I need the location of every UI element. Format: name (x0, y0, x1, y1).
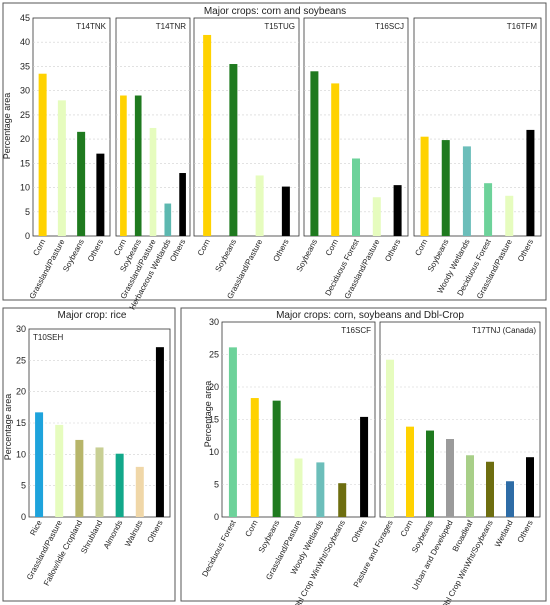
bar (57, 100, 66, 236)
y-tick-label: 25 (16, 355, 26, 365)
bar (149, 127, 157, 236)
bar (134, 95, 142, 236)
y-tick-label: 10 (16, 449, 26, 459)
panel-top-title: Major crops: corn and soybeans (204, 6, 346, 17)
panel-dbl-title: Major crops: corn, soybeans and Dbl-Crop (276, 310, 464, 321)
chart-title: T15TUG (264, 22, 295, 31)
bar (281, 186, 290, 236)
bar (155, 347, 164, 517)
bar (38, 73, 47, 236)
bar (294, 458, 303, 517)
y-tick-label: 20 (20, 134, 30, 144)
bar (35, 412, 44, 517)
bar (75, 439, 84, 517)
bar (505, 195, 514, 236)
chart-title: T16SCJ (375, 22, 404, 31)
bar (486, 461, 494, 517)
bar (526, 457, 534, 517)
y-tick-label: 5 (25, 207, 30, 217)
bar (338, 483, 347, 517)
bar (526, 129, 535, 236)
bar (228, 347, 237, 517)
bar (250, 398, 259, 517)
bar (115, 453, 124, 517)
bar (360, 416, 369, 517)
chart-title: T16TFM (507, 22, 538, 31)
bar (484, 183, 493, 236)
bar (164, 203, 172, 236)
y-tick-label: 40 (20, 37, 30, 47)
bar (316, 462, 325, 517)
plot-frame (413, 17, 542, 237)
bar (120, 95, 127, 236)
y-tick-label: 35 (20, 61, 30, 71)
bar (406, 426, 414, 517)
y-tick-label: 15 (209, 415, 219, 425)
bar (55, 424, 64, 517)
y-tick-label: 30 (20, 86, 30, 96)
y-tick-label: 25 (20, 110, 30, 120)
y-tick-label: 30 (209, 317, 219, 327)
bar (331, 83, 340, 237)
bar (506, 481, 514, 517)
chart-title: T14TNK (76, 22, 106, 31)
bar (95, 447, 104, 517)
y-tick-label: 0 (214, 512, 219, 522)
bar (441, 140, 450, 236)
y-tick-label: 25 (209, 350, 219, 360)
y-tick-label: 20 (16, 387, 26, 397)
panel-rice-frame (2, 307, 176, 602)
bar (77, 131, 86, 236)
y-tick-label: 10 (20, 183, 30, 193)
panel-top-frame (2, 2, 547, 301)
y-tick-label: 45 (20, 13, 30, 23)
bar (135, 466, 144, 517)
panel-rice-title: Major crop: rice (58, 310, 127, 321)
bar (352, 158, 360, 236)
plot-frame (32, 17, 111, 237)
bar (420, 136, 429, 236)
plot-frame (193, 17, 300, 237)
bar (393, 185, 402, 236)
bar (372, 197, 381, 236)
bar (446, 439, 454, 517)
bar (310, 71, 319, 237)
y-axis-title-rice: Percentage area (3, 394, 13, 461)
y-tick-label: 0 (21, 512, 26, 522)
bar (272, 400, 281, 517)
y-axis-title-top: Percentage area (2, 93, 12, 160)
panel-dbl-frame (180, 307, 547, 602)
chart-title: T16SCF (341, 326, 371, 335)
bar (426, 430, 434, 517)
y-tick-label: 5 (21, 481, 26, 491)
bar (462, 146, 471, 236)
bar (255, 175, 264, 236)
bar (386, 359, 394, 517)
bar (203, 34, 212, 237)
y-tick-label: 5 (214, 480, 219, 490)
bar (179, 173, 186, 236)
bar (229, 64, 238, 237)
y-axis-title-dbl: Percentage area (203, 381, 213, 448)
y-tick-label: 30 (16, 324, 26, 334)
y-tick-label: 0 (25, 231, 30, 241)
bar (96, 153, 105, 236)
chart-title: T14TNR (156, 22, 186, 31)
y-tick-label: 20 (209, 382, 219, 392)
y-tick-label: 15 (20, 158, 30, 168)
chart-title: T17TNJ (Canada) (472, 326, 536, 335)
bar (466, 455, 474, 517)
chart-title: T10SEH (33, 333, 63, 342)
y-tick-label: 10 (209, 447, 219, 457)
y-tick-label: 15 (16, 418, 26, 428)
